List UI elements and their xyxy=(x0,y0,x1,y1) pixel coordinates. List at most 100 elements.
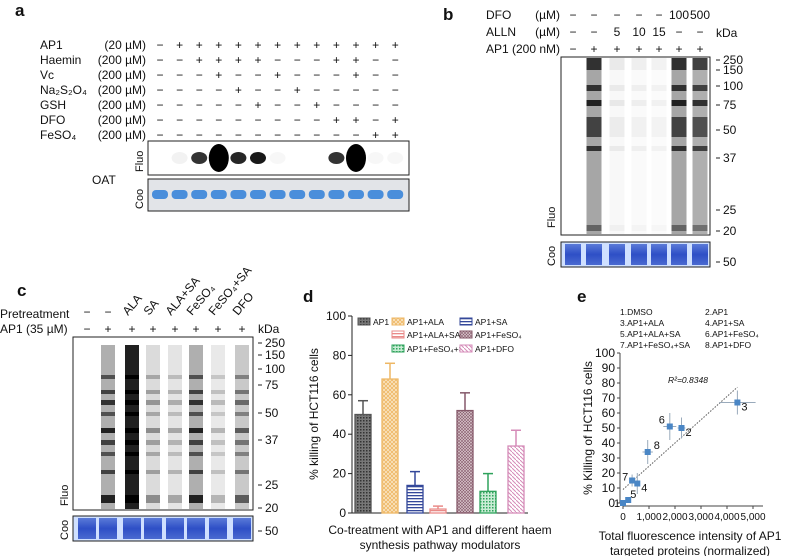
treatment-sign: − xyxy=(333,128,340,142)
treatment-sign: − xyxy=(274,113,281,127)
kda-marker: 250 xyxy=(723,53,743,67)
legend-label: AP1+ALA xyxy=(407,317,444,327)
legend-label: AP1 xyxy=(373,317,389,327)
panel-a-coo-label: Coo xyxy=(134,189,146,209)
treatment-sign: − xyxy=(254,83,261,97)
fluo-band xyxy=(191,152,208,164)
gel-band xyxy=(235,375,249,379)
row-label: FeSO₄ xyxy=(40,128,76,142)
y-axis-title: % killing of HCT116 cells xyxy=(307,348,321,480)
gel-band xyxy=(671,58,687,70)
treatment-value: − xyxy=(590,25,597,39)
treatment-sign: + xyxy=(235,53,242,67)
gel-band xyxy=(189,495,203,503)
legend-swatch xyxy=(459,344,473,353)
x-tick-label: 1,000 xyxy=(636,512,661,523)
gel-band xyxy=(671,117,687,137)
kda-marker: 75 xyxy=(265,378,279,392)
kda-marker: 37 xyxy=(265,433,279,447)
treatment-sign: − xyxy=(215,113,222,127)
bar xyxy=(479,490,497,514)
data-point xyxy=(644,449,651,455)
fluo-band xyxy=(208,144,229,172)
row-label: AP1 xyxy=(486,42,509,56)
gel-band xyxy=(101,375,115,379)
treatment-value: 100 xyxy=(669,8,689,22)
kda-marker: 250 xyxy=(265,336,285,350)
treatment-sign: + xyxy=(149,322,156,336)
treatment-sign: + xyxy=(313,98,320,112)
treatment-sign: − xyxy=(156,98,163,112)
treatment-sign: − xyxy=(392,68,399,82)
point-label: 1 xyxy=(614,498,620,510)
panel-a-protein-label: OAT xyxy=(92,173,116,187)
gel-band xyxy=(146,428,160,433)
coo-band xyxy=(250,190,266,199)
y-tick-label: 80 xyxy=(333,348,347,362)
kda-marker: 150 xyxy=(265,348,285,362)
gel-band xyxy=(125,390,139,394)
gel-band xyxy=(168,440,182,445)
fluo-band xyxy=(387,152,403,164)
treatment-sign: − xyxy=(313,83,320,97)
treatment-sign: − xyxy=(196,98,203,112)
legend-entry: 4.AP1+SA xyxy=(705,318,745,328)
x-tick-label: 0 xyxy=(620,512,626,523)
gel-band xyxy=(125,375,139,379)
treatment-sign: − xyxy=(372,53,379,67)
row-label: AP1 xyxy=(40,38,63,52)
y-tick-label: 80 xyxy=(602,376,616,390)
gel-band xyxy=(125,495,139,503)
gel-lane-smear xyxy=(101,345,115,509)
treatment-value: + xyxy=(635,42,642,56)
data-point xyxy=(634,480,641,487)
gel-band xyxy=(671,146,687,151)
gel-band xyxy=(211,375,225,379)
data-point xyxy=(629,477,636,484)
gel-band xyxy=(652,58,667,70)
point-label: 5 xyxy=(630,489,636,501)
gel-band xyxy=(609,117,625,137)
treatment-sign: − xyxy=(352,128,359,142)
treatment-sign: − xyxy=(274,128,281,142)
row-concentration: (200 µM) xyxy=(98,68,146,82)
gel-band xyxy=(189,440,203,445)
treatment-value: 15 xyxy=(652,25,666,39)
treatment-sign: − xyxy=(176,83,183,97)
panel-c-ap1-label: AP1 (35 µM) xyxy=(0,322,68,336)
kda-marker: 20 xyxy=(723,224,737,238)
gel-band xyxy=(609,100,625,106)
treatment-sign: − xyxy=(333,98,340,112)
treatment-sign: − xyxy=(176,98,183,112)
coo-band xyxy=(209,518,227,539)
treatment-sign: − xyxy=(372,113,379,127)
coo-band xyxy=(191,190,208,199)
treatment-sign: − xyxy=(156,53,163,67)
treatment-sign: − xyxy=(313,53,320,67)
treatment-sign: + xyxy=(238,322,245,336)
fluo-band xyxy=(230,152,247,164)
kda-marker: 37 xyxy=(723,151,737,165)
gel-band xyxy=(692,100,708,106)
gel-band xyxy=(586,117,602,137)
gel-band xyxy=(146,375,160,379)
coo-band xyxy=(387,190,404,199)
gel-band xyxy=(609,85,625,91)
panel-a-label: a xyxy=(15,1,25,20)
bar xyxy=(406,484,424,514)
legend-entry: 2.AP1 xyxy=(705,307,728,317)
treatment-value: − xyxy=(569,8,576,22)
treatment-sign: + xyxy=(313,38,320,52)
gel-band xyxy=(609,146,625,151)
r-squared-annotation: R²=0.8348 xyxy=(668,375,708,385)
y-tick-label: 60 xyxy=(602,406,616,420)
gel-band xyxy=(168,412,182,416)
row-concentration: (200 µM) xyxy=(98,83,146,97)
row-concentration: (20 µM) xyxy=(104,38,146,52)
treatment-sign: + xyxy=(392,113,399,127)
fluo-band xyxy=(171,152,188,164)
legend-swatch xyxy=(391,317,405,326)
gel-band xyxy=(146,412,160,416)
y-tick-label: 90 xyxy=(602,361,616,375)
legend-swatch xyxy=(391,330,405,339)
